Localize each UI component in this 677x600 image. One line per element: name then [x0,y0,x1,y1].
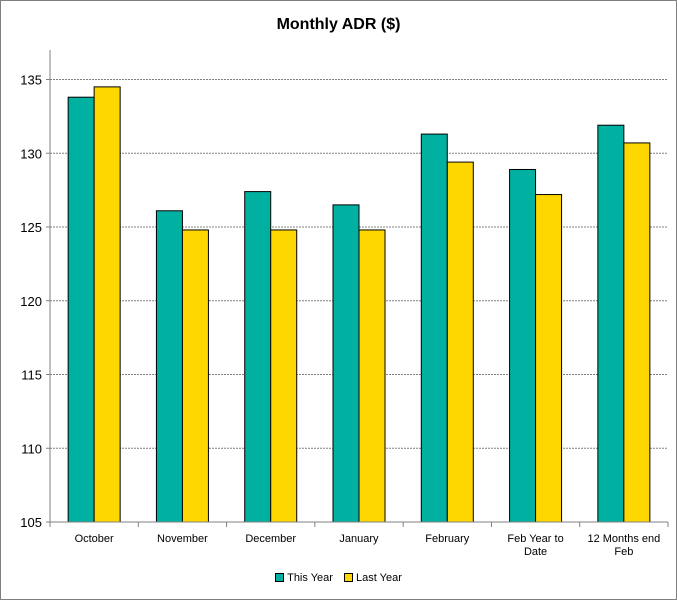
legend-swatch-last-year [344,572,354,582]
y-tick-label-115: 115 [21,368,42,383]
y-tick-label-135: 135 [20,73,42,88]
bar-feb-year-to-date-last-year [535,194,563,523]
legend-item-last-year: Last Year [344,572,402,584]
x-tick-label-feb-year-to-date: Feb Year to Date [507,533,563,558]
y-tick-label-105: 105 [20,515,42,530]
bar-february-this-year [420,133,448,523]
y-tick-label-130: 130 [20,146,42,161]
y-tick-label-110: 110 [21,441,42,456]
legend-swatch-this-year [275,572,285,582]
bar-january-this-year [332,204,360,523]
legend-label-last-year: Last Year [356,572,402,584]
bar-january-last-year [358,229,386,523]
legend-item-this-year: This Year [275,572,333,584]
x-tick-label-december: December [245,533,296,545]
bar-november-last-year [181,229,209,523]
x-tick-label-12-months-end-feb: 12 Months end Feb [587,533,660,558]
bar-october-this-year [67,96,95,523]
bar-december-last-year [270,229,298,523]
legend: This Year Last Year [0,572,677,584]
y-tick-label-120: 120 [20,294,42,309]
y-tick-label-125: 125 [20,220,42,235]
x-tick-label-february: February [425,533,470,545]
x-tick-label-november: November [157,533,208,545]
legend-label-this-year: This Year [287,572,333,584]
bar-february-last-year [446,161,474,523]
bar-november-this-year [155,210,183,523]
bar-december-this-year [244,191,272,523]
x-tick-label-october: October [75,533,114,545]
bar-feb-year-to-date-this-year [509,168,537,523]
chart-title: Monthly ADR ($) [276,16,401,33]
bar-12-months-end-feb-last-year [623,142,651,523]
x-tick-label-january: January [339,533,379,545]
bar-12-months-end-feb-this-year [597,124,625,523]
bar-october-last-year [93,86,121,523]
